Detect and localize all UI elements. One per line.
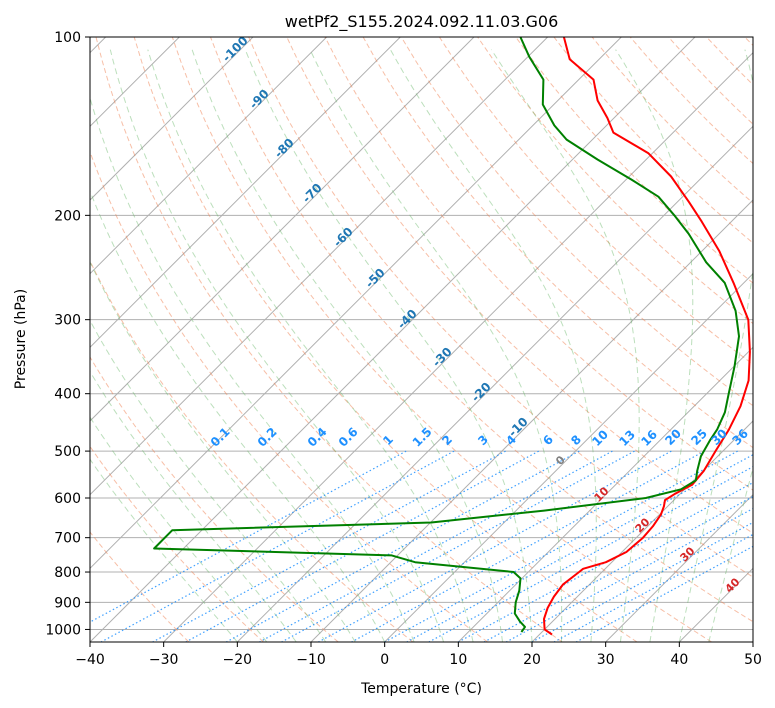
dewpoint-line [153, 37, 740, 633]
x-tick-label: 50 [744, 652, 762, 668]
y-tick-label: 500 [54, 444, 81, 460]
isotherm-line [163, 51, 753, 642]
dry-adiabat-line [210, 37, 753, 623]
dry-adiabat-line [438, 37, 753, 366]
mixing-ratio-line [100, 450, 455, 642]
x-tick-label: −40 [75, 652, 105, 668]
mixing-ratio-line [351, 450, 705, 642]
moist-adiabat-line [389, 49, 597, 642]
moist-adiabat-line [678, 49, 753, 642]
mixing-ratio-line [152, 450, 506, 642]
mixing-ratio-line [185, 450, 540, 642]
x-tick-label: 30 [597, 652, 615, 668]
mixing-ratio-line [458, 481, 753, 642]
dry-adiabat-line [248, 37, 753, 578]
x-axis-label: Temperature (°C) [360, 681, 482, 697]
axes: −40 −30 −20 −10 0 10 20 30 40 50 100 200 300 400 500 60… [45, 30, 762, 668]
y-tick-label: 800 [54, 565, 81, 581]
x-tick-label: 20 [523, 652, 541, 668]
x-tick-label: 0 [380, 652, 389, 668]
dry-adiabat-line [515, 37, 753, 284]
moist-adiabat-line [109, 49, 445, 642]
moist-adiabat-line [708, 466, 753, 642]
mixing-ratio-line [428, 466, 753, 642]
y-tick-label: 400 [54, 387, 81, 403]
isotherm-line [90, 37, 475, 422]
mixing-ratio-line [281, 450, 635, 642]
dry-adiabat-line [324, 37, 753, 491]
moist-adiabat-line [191, 49, 503, 642]
temperature-line [543, 37, 751, 636]
isotherm-line [90, 37, 401, 349]
mixing-ratio-line [318, 450, 672, 642]
moist-adiabat-line [90, 319, 327, 642]
x-tick-label: −30 [149, 652, 179, 668]
plot-lines [153, 37, 751, 636]
dry-adiabat-line [171, 37, 712, 642]
chart-title: wetPf2_S155.2024.092.11.03.G06 [285, 12, 559, 32]
dry-adiabat-line [90, 150, 488, 642]
moist-adiabat-line [90, 416, 268, 642]
isotherm-line [457, 346, 753, 642]
dry-adiabat-line [95, 37, 563, 642]
isotherm-line [605, 493, 753, 642]
mixing-ratio-line [531, 521, 753, 642]
moist-adiabat-line [90, 260, 356, 642]
plot-frame [89, 36, 754, 643]
mixing-ratio-line [406, 454, 753, 642]
mixing-ratio-line [225, 450, 580, 642]
isotherm-line [384, 272, 753, 642]
mixing-ratio-line [90, 450, 407, 623]
mixing-ratio-line [259, 450, 613, 642]
isotherm-line [236, 125, 753, 642]
plot-grid [90, 37, 753, 642]
dry-adiabat-line [90, 531, 190, 642]
y-tick-label: 100 [54, 30, 81, 46]
x-tick-label: −20 [223, 652, 253, 668]
dry-adiabat-line [400, 37, 753, 407]
dry-adiabat-line [90, 445, 264, 642]
moist-adiabat-line [90, 458, 238, 642]
moist-adiabat-line [615, 49, 694, 642]
mixing-ratio-line [483, 495, 753, 642]
mixing-ratio-line [384, 450, 738, 642]
moist-adiabat-line [90, 96, 415, 642]
moist-adiabat-line [244, 49, 533, 642]
y-tick-label: 1000 [45, 622, 81, 638]
dry-adiabat-line [133, 37, 638, 642]
isotherm-line [90, 37, 622, 570]
isotherm-line [531, 420, 753, 642]
y-tick-label: 900 [54, 595, 81, 611]
x-tick-label: −10 [296, 652, 326, 668]
y-tick-label: 300 [54, 313, 81, 329]
y-tick-label: 700 [54, 531, 81, 547]
dry-adiabat-line [90, 356, 339, 642]
mixing-ratio-line [505, 507, 753, 642]
x-tick-label: 40 [670, 652, 688, 668]
isotherm-line [90, 37, 696, 642]
y-tick-label: 600 [54, 491, 81, 507]
x-tick-label: 10 [449, 652, 467, 668]
y-axis-label: Pressure (hPa) [13, 289, 29, 389]
isotherm-line [90, 37, 549, 496]
mixing-ratio-line [553, 533, 753, 642]
isotherm-line [90, 37, 328, 275]
y-tick-label: 200 [54, 208, 81, 224]
isotherm-line [90, 37, 254, 201]
dry-adiabat-line [90, 259, 414, 642]
